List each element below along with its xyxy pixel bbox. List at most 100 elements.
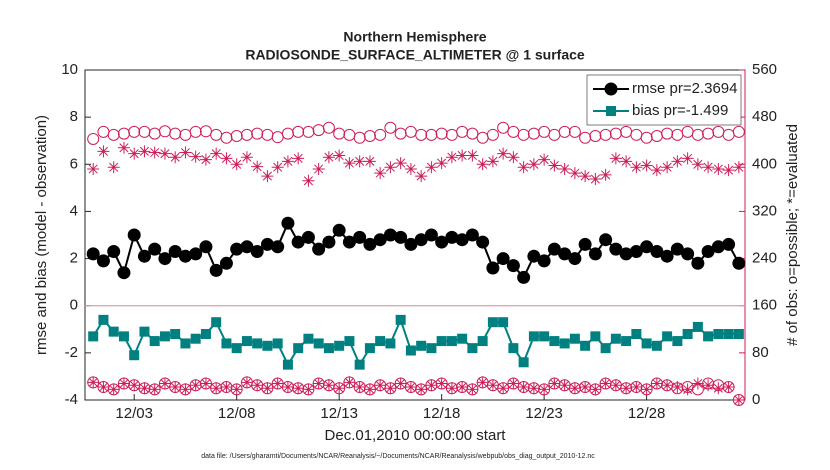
marker [384,382,397,395]
y-axis-label: rmse and bias (model - observation) [33,115,50,355]
marker [415,383,428,396]
chart-title: Northern Hemisphere [343,29,486,45]
marker [108,326,119,337]
marker [588,247,602,261]
marker [209,263,223,277]
x-tick-label: 12/23 [525,405,563,422]
marker [230,130,243,142]
marker [231,343,242,354]
marker [609,242,623,256]
marker [127,228,141,242]
marker [518,357,529,368]
marker [158,377,171,390]
marker [374,167,387,180]
marker [252,338,263,349]
marker [733,329,744,339]
marker [590,331,601,342]
marker [722,381,735,394]
marker [629,245,643,258]
marker [486,379,499,392]
marker [87,376,100,389]
marker [96,254,110,268]
y-tick-label: 10 [61,61,78,78]
marker [466,127,479,140]
marker [671,155,684,168]
marker [117,377,130,390]
marker [292,125,305,138]
marker [711,240,725,254]
marker [517,381,530,394]
marker [199,377,212,390]
marker [692,321,703,332]
marker [713,329,724,339]
marker [158,252,172,266]
marker [97,145,110,158]
marker [436,336,447,347]
y2-tick-label: 160 [752,297,777,314]
marker [609,152,622,165]
marker [404,381,417,394]
marker [240,376,253,389]
x-tick-label: 12/18 [423,405,461,422]
marker [682,329,693,339]
marker [435,157,448,170]
marker [435,377,448,390]
marker [537,254,551,268]
marker [527,158,540,171]
marker [650,245,664,258]
marker [425,128,438,141]
marker [86,247,100,261]
marker [385,338,396,349]
marker [416,340,427,351]
marker [139,326,150,337]
marker [507,151,520,164]
marker [170,329,181,339]
marker [148,242,162,256]
marker [527,249,541,263]
marker [722,237,736,251]
marker [138,382,151,395]
marker [486,155,499,168]
marker [579,381,592,394]
y2-tick-label: 560 [752,61,777,78]
marker [404,237,418,251]
marker [691,377,704,390]
marker [251,127,264,140]
marker [640,159,653,172]
marker [701,245,715,258]
marker [353,230,367,244]
marker [118,331,129,342]
y-tick-label: 6 [70,155,78,172]
marker [363,383,376,396]
x-tick-label: 12/03 [115,405,153,422]
marker [302,174,315,187]
marker [395,314,406,325]
marker [230,383,243,396]
marker [466,149,479,162]
marker [251,379,264,392]
marker [538,383,551,396]
x-tick-label: 12/13 [320,405,358,422]
x-tick-label: 12/28 [628,405,666,422]
marker [425,161,438,174]
marker [220,152,233,165]
marker [691,256,705,270]
marker [117,266,131,280]
marker [117,141,130,154]
marker [579,170,592,183]
marker [303,333,314,344]
marker [681,383,694,396]
marker [333,127,346,140]
marker [98,314,109,325]
y-tick-label: -2 [65,344,78,361]
marker [190,333,201,344]
marker [621,336,632,347]
marker [262,340,273,351]
marker [569,333,580,344]
marker [630,161,643,174]
marker [149,336,160,347]
marker [281,216,295,230]
marker [210,147,223,160]
marker [424,228,438,242]
